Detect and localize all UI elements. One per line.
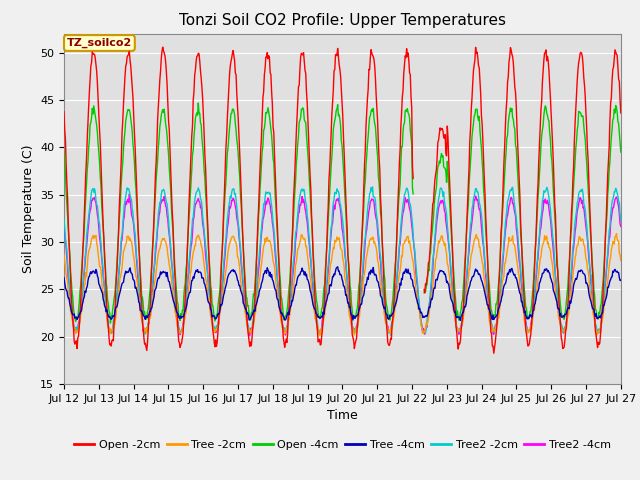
X-axis label: Time: Time (327, 409, 358, 422)
Text: TZ_soilco2: TZ_soilco2 (67, 38, 132, 48)
Title: Tonzi Soil CO2 Profile: Upper Temperatures: Tonzi Soil CO2 Profile: Upper Temperatur… (179, 13, 506, 28)
Legend: Open -2cm, Tree -2cm, Open -4cm, Tree -4cm, Tree2 -2cm, Tree2 -4cm: Open -2cm, Tree -2cm, Open -4cm, Tree -4… (70, 435, 615, 454)
Y-axis label: Soil Temperature (C): Soil Temperature (C) (22, 144, 35, 273)
